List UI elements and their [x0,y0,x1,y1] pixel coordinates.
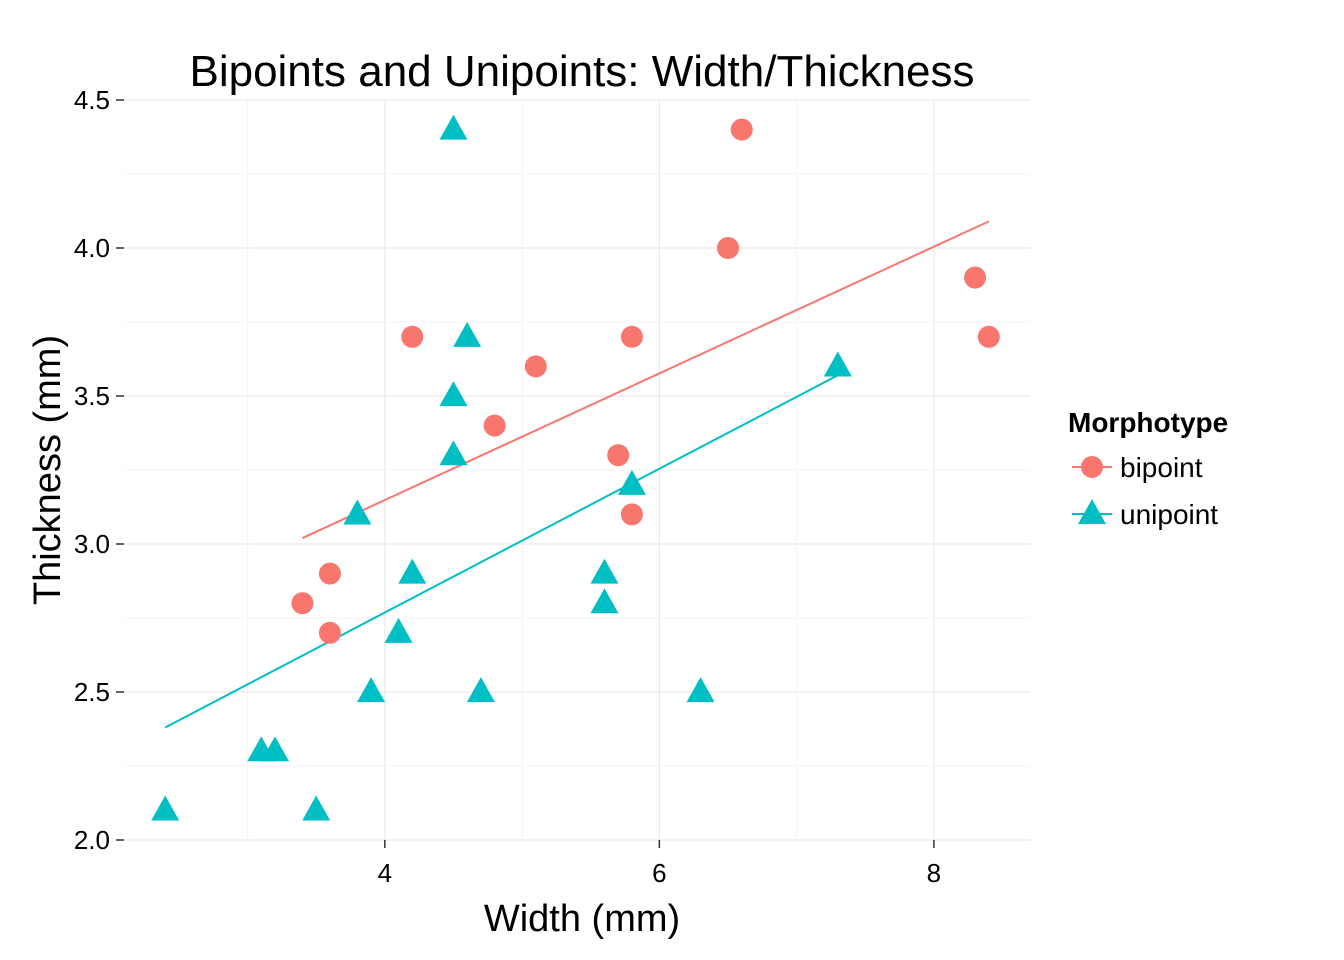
unipoint-point [590,588,619,614]
chart-title: Bipoints and Unipoints: Width/Thickness [189,47,974,96]
unipoint-point [466,677,495,703]
bipoint-point [977,325,1000,348]
bipoint-point [318,621,341,644]
unipoint-point [398,558,427,584]
bipoint-point [483,414,506,437]
bipoint-point [291,592,314,615]
legend-key-triangle [1078,499,1106,525]
bipoint-point [607,444,630,467]
grid-major [124,99,1030,841]
x-tick-label: 6 [652,858,666,888]
grid-minor [124,100,1030,840]
bipoint-fit-line [302,220,990,539]
legend-label-bipoint: bipoint [1120,452,1203,483]
legend-title: Morphotype [1068,407,1228,438]
bipoint-point [524,355,547,378]
y-tick-label: 4.5 [74,85,110,115]
unipoint-point [261,736,289,762]
y-tick-label: 4.0 [74,233,110,263]
legend-label-unipoint: unipoint [1120,499,1218,530]
unipoint-point [151,795,180,821]
bipoint-point [318,562,341,585]
legend: Morphotype bipoint unipoint [1068,407,1228,530]
unipoint-point [439,440,468,466]
unipoint-fit-line [164,374,839,729]
y-tick-label: 3.5 [74,381,110,411]
unipoint-point [343,499,372,525]
bipoint-point [620,325,643,348]
bipoint-point [401,325,424,348]
x-tick-label: 4 [378,858,392,888]
bipoint-point [717,237,739,259]
bipoint-point [964,266,987,289]
unipoint-point [439,114,468,140]
unipoint-point [823,351,852,377]
unipoint-point [590,558,619,584]
y-tick-label: 2.0 [74,825,110,855]
data-points [151,114,1000,821]
y-tick-label: 2.5 [74,677,110,707]
unipoint-point [686,677,715,703]
unipoint-point [302,795,331,821]
legend-key-circle [1081,456,1103,478]
bipoint-point [730,118,753,141]
axes: 4 6 8 2.0 2.5 3.0 3.5 4.0 4.5 [74,85,941,888]
x-axis-title: Width (mm) [484,898,680,940]
legend-items: bipoint unipoint [1072,452,1218,530]
y-tick-label: 3.0 [74,529,110,559]
bipoint-point [620,503,643,526]
unipoint-point [384,617,413,643]
x-tick-label: 8 [927,858,941,888]
fit-lines [164,220,990,729]
y-axis-title: Thickness (mm) [27,335,69,605]
unipoint-point [439,381,468,407]
unipoint-point [453,321,482,347]
unipoint-point [617,469,646,495]
unipoint-point [357,677,386,703]
